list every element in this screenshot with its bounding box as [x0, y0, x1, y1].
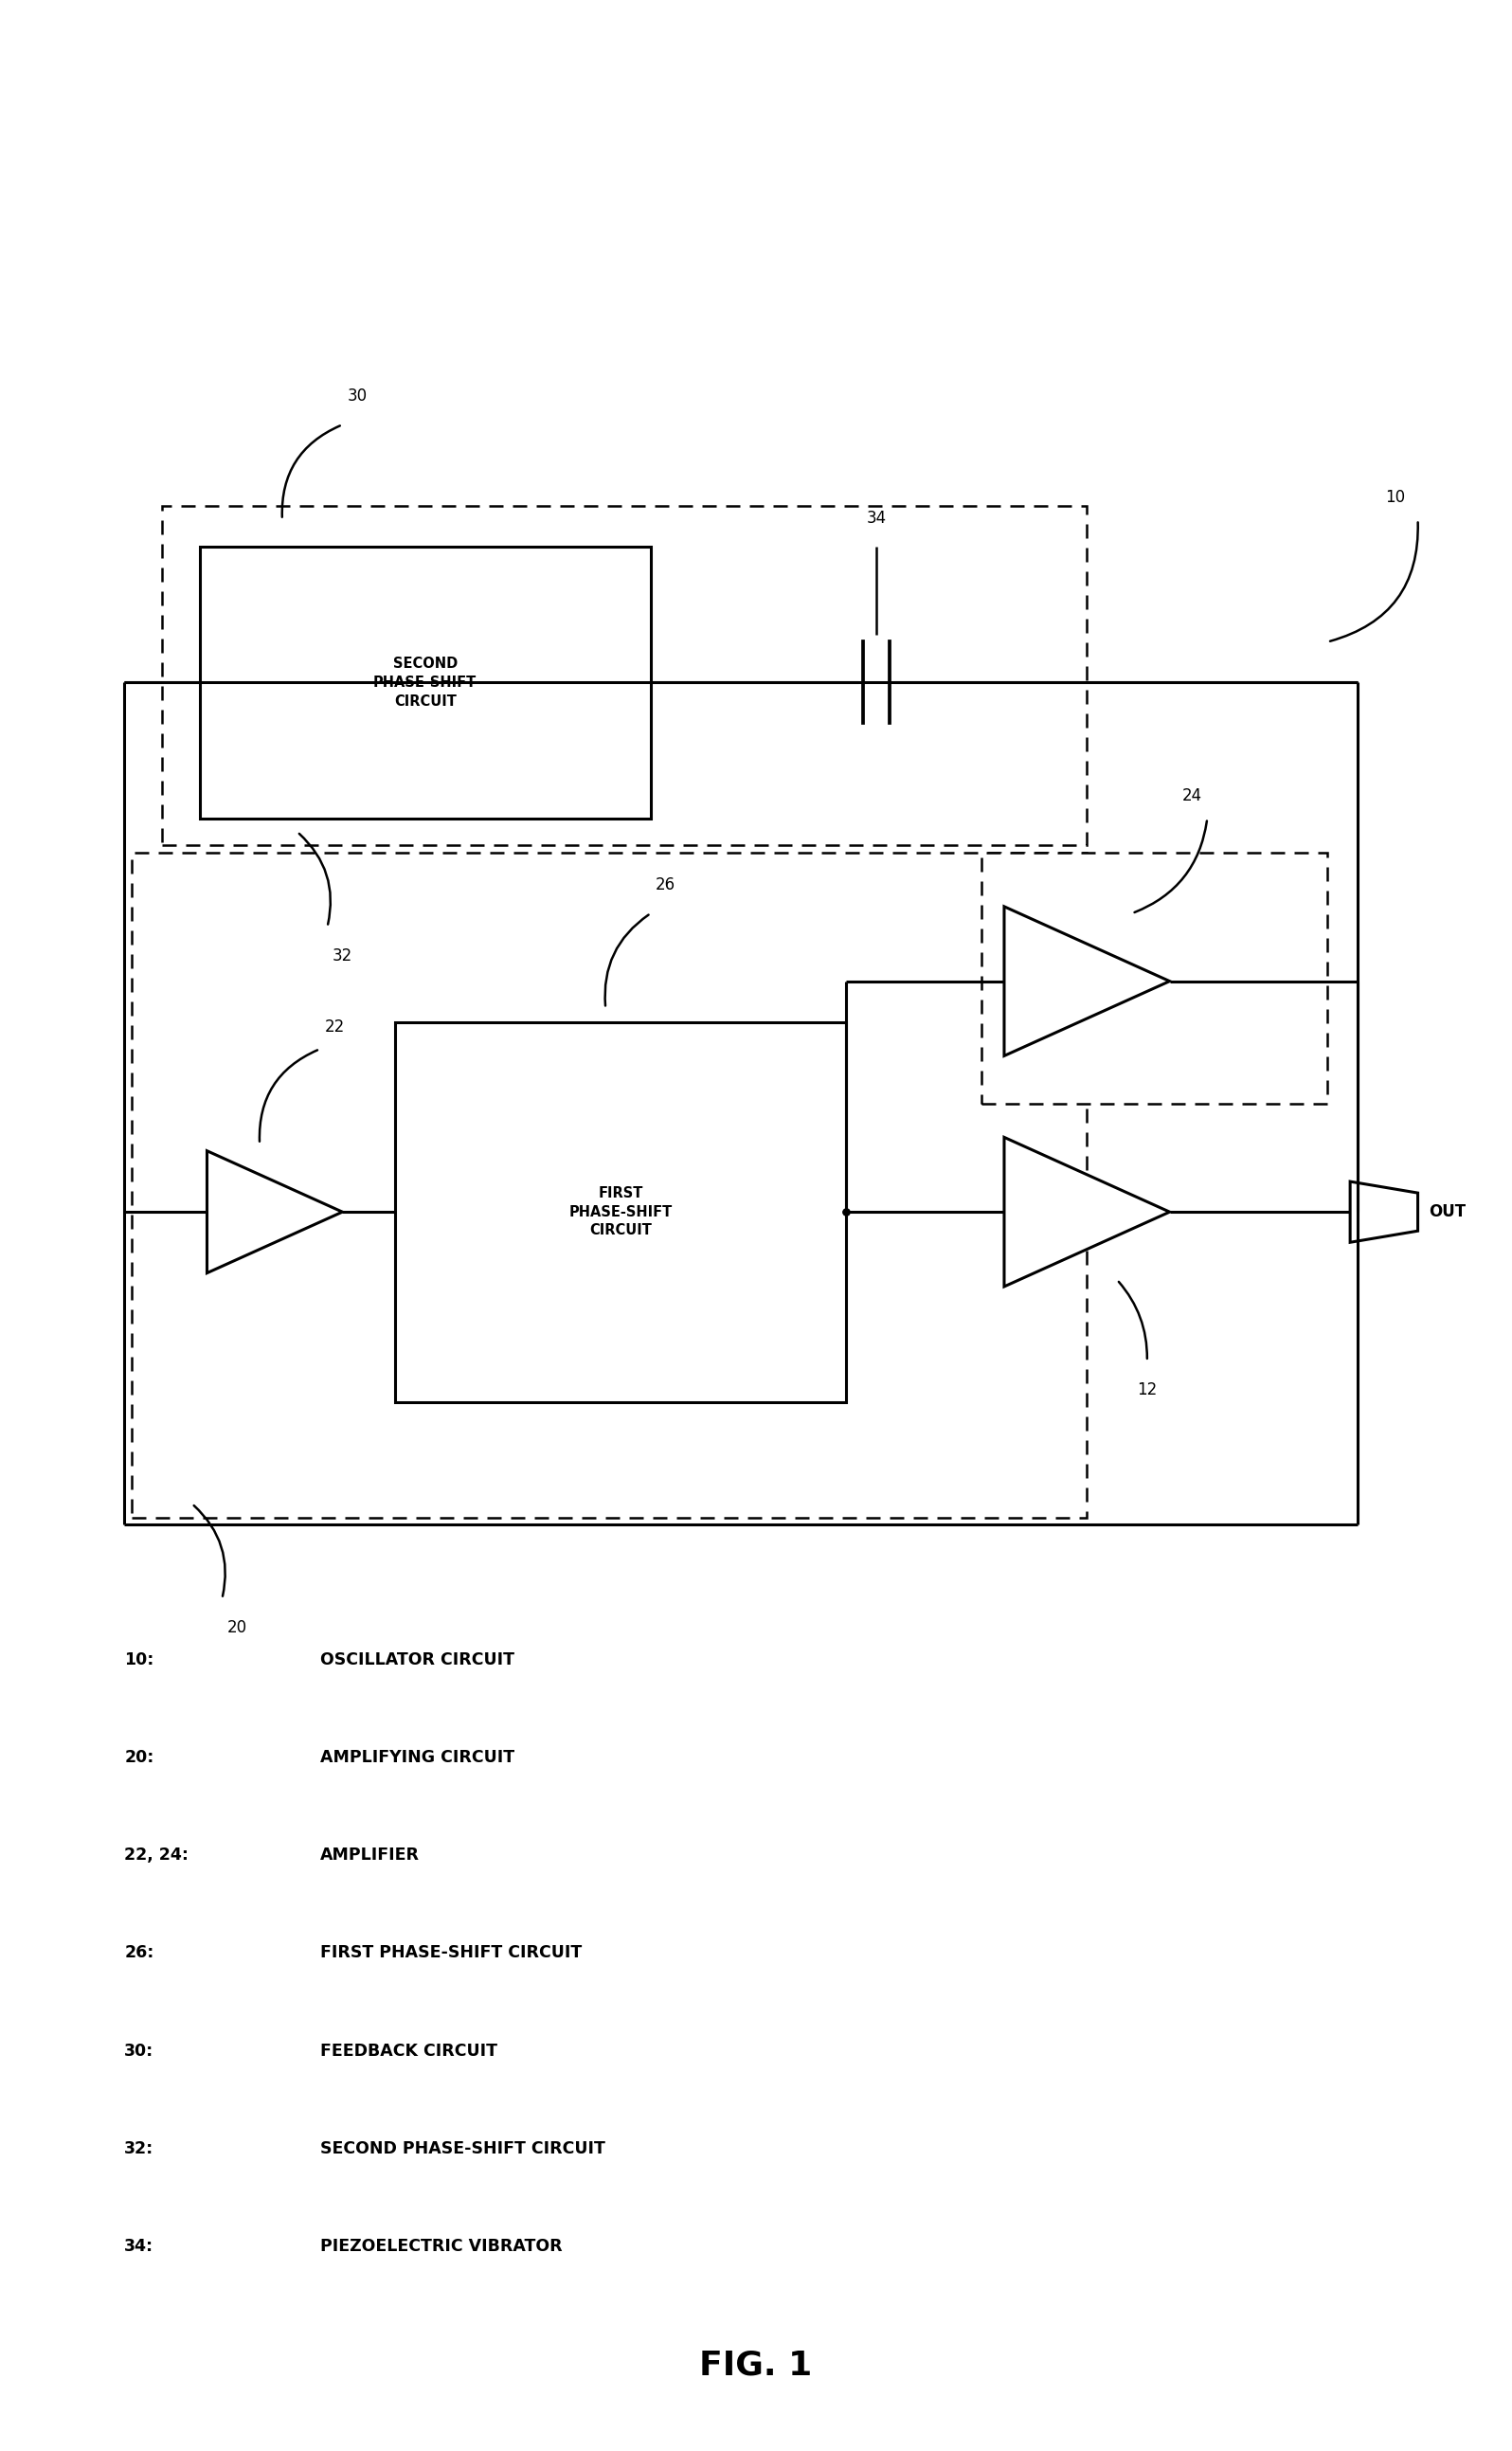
- Text: 34:: 34:: [124, 2238, 154, 2255]
- Text: FIG. 1: FIG. 1: [700, 2351, 812, 2382]
- FancyBboxPatch shape: [981, 853, 1328, 1103]
- Text: 20: 20: [227, 1620, 246, 1637]
- Text: 24: 24: [1182, 787, 1202, 804]
- Text: FIRST
PHASE-SHIFT
CIRCUIT: FIRST PHASE-SHIFT CIRCUIT: [569, 1186, 673, 1238]
- Text: 32:: 32:: [124, 2140, 154, 2157]
- Text: 22, 24:: 22, 24:: [124, 1846, 189, 1863]
- Text: PIEZOELECTRIC VIBRATOR: PIEZOELECTRIC VIBRATOR: [321, 2238, 562, 2255]
- Text: FIRST PHASE-SHIFT CIRCUIT: FIRST PHASE-SHIFT CIRCUIT: [321, 1944, 582, 1961]
- Text: OUT: OUT: [1429, 1203, 1465, 1221]
- Text: 30:: 30:: [124, 2042, 154, 2059]
- Bar: [395, 1022, 847, 1402]
- Polygon shape: [207, 1152, 342, 1272]
- Polygon shape: [1350, 1181, 1418, 1243]
- Text: 34: 34: [866, 510, 886, 527]
- Polygon shape: [1004, 1137, 1170, 1287]
- Text: 20:: 20:: [124, 1750, 154, 1767]
- Text: SECOND
PHASE-SHIFT
CIRCUIT: SECOND PHASE-SHIFT CIRCUIT: [373, 657, 476, 708]
- Text: AMPLIFYING CIRCUIT: AMPLIFYING CIRCUIT: [321, 1750, 514, 1767]
- Text: 22: 22: [325, 1020, 345, 1034]
- Text: SECOND PHASE-SHIFT CIRCUIT: SECOND PHASE-SHIFT CIRCUIT: [321, 2140, 605, 2157]
- Text: 10:: 10:: [124, 1652, 154, 1669]
- Text: 30: 30: [348, 387, 367, 404]
- Text: AMPLIFIER: AMPLIFIER: [321, 1846, 419, 1863]
- Text: 26:: 26:: [124, 1944, 154, 1961]
- Text: 12: 12: [1137, 1382, 1157, 1400]
- FancyBboxPatch shape: [132, 853, 1087, 1517]
- Text: FEEDBACK CIRCUIT: FEEDBACK CIRCUIT: [321, 2042, 497, 2059]
- Text: 26: 26: [656, 875, 676, 892]
- Polygon shape: [1004, 907, 1170, 1056]
- Text: 10: 10: [1385, 490, 1405, 507]
- FancyBboxPatch shape: [162, 507, 1087, 846]
- Bar: [200, 547, 650, 819]
- Text: OSCILLATOR CIRCUIT: OSCILLATOR CIRCUIT: [321, 1652, 514, 1669]
- Text: 32: 32: [333, 946, 352, 963]
